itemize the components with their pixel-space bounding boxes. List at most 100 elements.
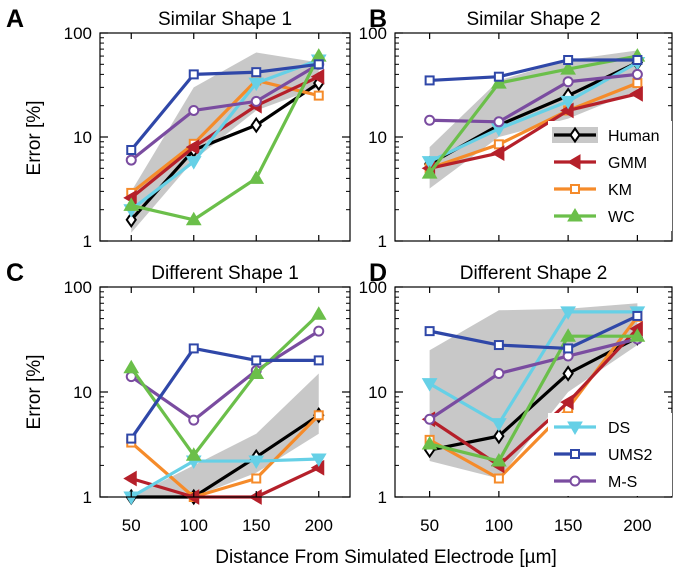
series-ums2 xyxy=(424,310,643,354)
series-line xyxy=(428,315,639,481)
legend-entry: GMM xyxy=(554,154,647,172)
series-line xyxy=(130,78,320,195)
series-line xyxy=(130,62,320,162)
legend-label: KM xyxy=(608,182,632,199)
data-point xyxy=(251,355,262,366)
panel-d: 1 10 100 50 100 150 200 Different Shape 2 D DS UMS… xyxy=(359,259,673,535)
data-point xyxy=(493,427,505,445)
legend-entry: KM xyxy=(554,182,632,199)
data-point xyxy=(248,77,265,92)
data-point xyxy=(424,413,436,425)
data-point xyxy=(188,414,200,426)
data-point xyxy=(250,116,262,134)
data-point xyxy=(421,378,438,392)
legend-marker xyxy=(570,449,580,459)
series-line xyxy=(130,62,319,152)
y-axis-label-top: Error [%] xyxy=(24,101,45,176)
x-tick-label: 200 xyxy=(305,516,333,535)
legend-marker xyxy=(567,421,583,435)
panel-title: Different Shape 2 xyxy=(460,263,608,284)
data-point xyxy=(251,473,262,484)
data-point xyxy=(490,145,505,161)
panel-title: Different Shape 1 xyxy=(151,263,299,284)
data-point xyxy=(491,75,507,89)
y-tick-label: 100 xyxy=(359,24,387,43)
data-point xyxy=(424,75,435,86)
legend-entry: UMS2 xyxy=(554,447,653,464)
data-point xyxy=(491,418,507,432)
series-wc xyxy=(123,306,327,461)
x-tick-label: 100 xyxy=(485,516,513,535)
data-point xyxy=(185,156,202,170)
human-range-band xyxy=(429,50,638,189)
legend-marker xyxy=(567,154,581,170)
series-wc xyxy=(123,48,327,226)
series-line xyxy=(429,81,638,170)
data-point xyxy=(560,95,576,110)
legend-label: M-S xyxy=(608,474,637,491)
series-line xyxy=(429,72,638,124)
legend-label: GMM xyxy=(608,155,647,172)
data-point xyxy=(493,139,504,150)
data-point xyxy=(123,470,137,487)
legend-entry: M-S xyxy=(554,474,637,491)
series-ums2 xyxy=(424,55,643,86)
data-point xyxy=(185,447,202,461)
series-wc xyxy=(421,328,646,467)
series-line xyxy=(130,457,319,499)
data-point xyxy=(560,328,576,342)
x-tick-label: 150 xyxy=(242,516,270,535)
series-line xyxy=(130,75,320,200)
legend-label: DS xyxy=(608,420,630,437)
data-point xyxy=(424,326,435,337)
data-point xyxy=(313,90,324,101)
y-tick-label: 10 xyxy=(368,128,387,147)
legend-marker xyxy=(569,126,581,144)
data-point xyxy=(248,455,265,470)
data-point xyxy=(313,410,324,421)
data-point xyxy=(310,306,327,320)
series-line xyxy=(129,313,320,457)
data-point xyxy=(188,104,200,116)
data-point xyxy=(251,67,262,78)
data-point xyxy=(632,55,643,66)
series-line xyxy=(429,92,638,170)
data-point xyxy=(310,68,325,85)
x-tick-label: 100 xyxy=(180,516,208,535)
legend-label: WC xyxy=(608,209,635,226)
panel-letter: C xyxy=(6,259,24,287)
data-point xyxy=(185,139,200,155)
legend-marker xyxy=(567,208,583,222)
data-point xyxy=(632,310,643,321)
data-point xyxy=(631,68,643,80)
data-point xyxy=(493,340,504,351)
data-point xyxy=(310,453,327,468)
series-line xyxy=(428,337,638,421)
data-point xyxy=(563,343,574,354)
x-tick-label: 200 xyxy=(623,516,651,535)
data-point xyxy=(126,144,137,155)
series-line xyxy=(428,327,639,467)
data-point xyxy=(185,211,202,226)
y-tick-label: 100 xyxy=(64,278,92,297)
series-ums2 xyxy=(126,343,324,444)
legend-entry: DS xyxy=(554,420,630,437)
data-point xyxy=(250,95,262,107)
data-point xyxy=(313,355,324,366)
data-point xyxy=(421,435,438,450)
series-ds xyxy=(421,306,646,432)
data-point xyxy=(188,69,199,80)
series-line xyxy=(429,58,638,83)
human-range-band xyxy=(429,303,638,479)
x-tick-label: 50 xyxy=(122,516,141,535)
data-point xyxy=(125,211,137,229)
legend-label: UMS2 xyxy=(608,447,653,464)
series-line xyxy=(428,310,638,426)
panel-letter: D xyxy=(369,259,387,287)
y-tick-label: 10 xyxy=(73,383,92,402)
x-axis-label: Distance From Simulated Electrode [µm] xyxy=(215,547,556,568)
y-tick-label: 100 xyxy=(64,24,92,43)
data-point xyxy=(493,71,504,82)
data-point xyxy=(421,165,438,179)
